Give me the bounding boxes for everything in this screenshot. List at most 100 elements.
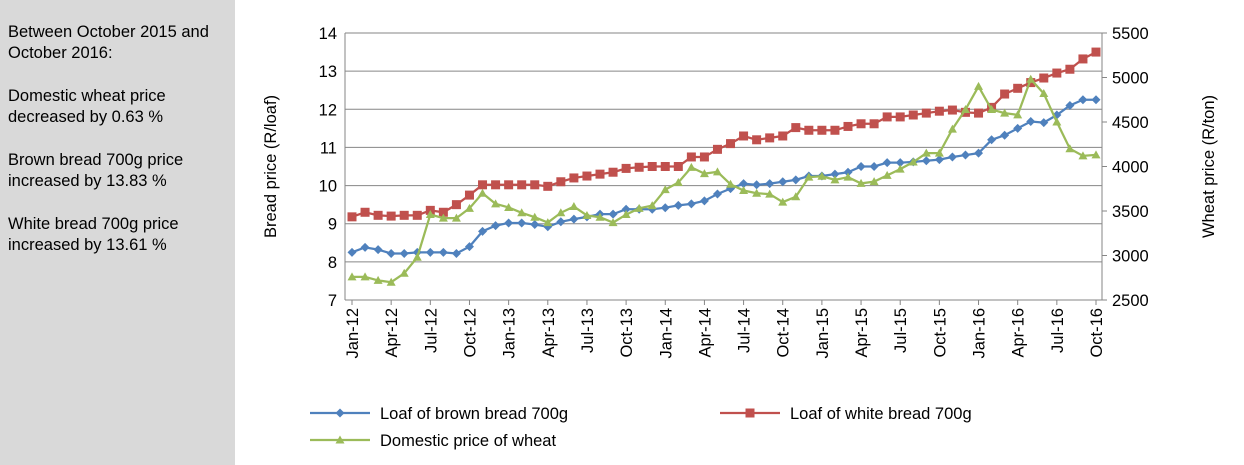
x-tick-label: Apr-13	[540, 308, 558, 358]
y2-tick-label: 5500	[1112, 25, 1149, 43]
marker	[778, 131, 788, 141]
x-tick-label: Apr-16	[1010, 308, 1028, 358]
marker	[739, 186, 749, 195]
x-tick-label: Oct-12	[461, 308, 479, 358]
marker	[438, 213, 448, 222]
marker	[478, 226, 488, 236]
x-tick-label: Apr-15	[853, 308, 871, 358]
marker	[830, 175, 840, 184]
marker	[595, 169, 605, 179]
marker	[360, 242, 370, 252]
marker	[673, 200, 683, 210]
marker	[921, 148, 931, 157]
marker	[1078, 151, 1088, 160]
marker	[634, 162, 644, 172]
marker	[464, 203, 474, 212]
marker	[1000, 130, 1010, 140]
y2-tick-label: 5000	[1112, 70, 1149, 88]
marker	[504, 180, 514, 190]
y2-tick-label: 2500	[1112, 292, 1149, 310]
marker	[608, 167, 618, 177]
x-tick-label: Jul-15	[892, 308, 910, 353]
marker	[335, 435, 345, 444]
marker	[399, 210, 409, 220]
y-tick-label: 7	[328, 292, 337, 310]
marker	[974, 81, 984, 90]
marker	[530, 212, 540, 221]
marker	[1091, 47, 1101, 57]
marker	[699, 169, 709, 178]
marker	[804, 172, 814, 181]
marker	[843, 121, 853, 131]
sidebar-text: Domestic wheat price decreased by 0.63 %	[8, 87, 166, 126]
marker	[530, 180, 540, 190]
marker	[373, 245, 383, 255]
marker	[869, 177, 879, 186]
x-tick-label: Jul-13	[579, 308, 597, 353]
marker	[686, 152, 696, 162]
series-line	[351, 98, 1096, 255]
marker	[1013, 83, 1023, 93]
marker	[856, 119, 866, 129]
marker	[1065, 100, 1075, 110]
marker	[464, 242, 474, 252]
marker	[582, 171, 592, 181]
marker	[1078, 54, 1088, 64]
x-tick-label: Oct-15	[931, 308, 949, 358]
y2-tick-label: 4500	[1112, 114, 1149, 132]
y-tick-label: 13	[319, 63, 337, 81]
marker	[987, 135, 997, 145]
x-tick-label: Apr-14	[696, 308, 714, 358]
marker	[373, 275, 383, 284]
marker	[621, 210, 631, 219]
marker	[608, 218, 618, 227]
marker	[960, 105, 970, 114]
marker	[1065, 144, 1075, 153]
marker	[869, 119, 879, 129]
marker	[895, 164, 905, 173]
marker	[712, 144, 722, 154]
marker	[569, 214, 579, 224]
marker	[699, 196, 709, 206]
x-tick-label: Jul-12	[422, 308, 440, 353]
marker	[660, 203, 670, 213]
y2-tick-label: 3000	[1112, 248, 1149, 266]
marker	[347, 247, 357, 257]
marker	[543, 218, 553, 227]
legend-label: Domestic price of wheat	[380, 432, 556, 450]
marker	[360, 207, 370, 217]
marker	[451, 248, 461, 258]
marker	[1091, 95, 1101, 105]
sidebar-text: Brown bread 700g price increased by 13.8…	[8, 151, 184, 190]
x-tick-label: Jan-14	[657, 308, 675, 358]
y-axis-title: Bread price (R/loaf)	[262, 95, 280, 238]
x-tick-label: Oct-16	[1088, 308, 1106, 358]
y-tick-label: 12	[319, 101, 337, 119]
marker	[425, 247, 435, 257]
marker	[660, 185, 670, 194]
x-tick-label: Jan-12	[344, 308, 362, 358]
marker	[947, 105, 957, 115]
marker	[869, 162, 879, 171]
marker	[934, 155, 944, 165]
marker	[647, 162, 657, 171]
marker	[686, 162, 696, 171]
marker	[974, 108, 984, 118]
marker	[360, 272, 370, 281]
x-tick-label: Jul-16	[1049, 308, 1067, 353]
marker	[517, 218, 527, 228]
marker	[712, 189, 722, 199]
marker	[739, 179, 749, 189]
marker	[712, 167, 722, 176]
marker	[960, 150, 970, 160]
marker	[517, 208, 527, 217]
marker	[1078, 95, 1088, 105]
marker	[765, 133, 775, 143]
marker	[621, 163, 631, 173]
marker	[543, 181, 553, 191]
x-tick-label: Jan-13	[501, 308, 519, 358]
marker	[1039, 89, 1049, 98]
marker	[412, 252, 422, 261]
marker	[1026, 116, 1036, 126]
marker	[817, 171, 827, 180]
